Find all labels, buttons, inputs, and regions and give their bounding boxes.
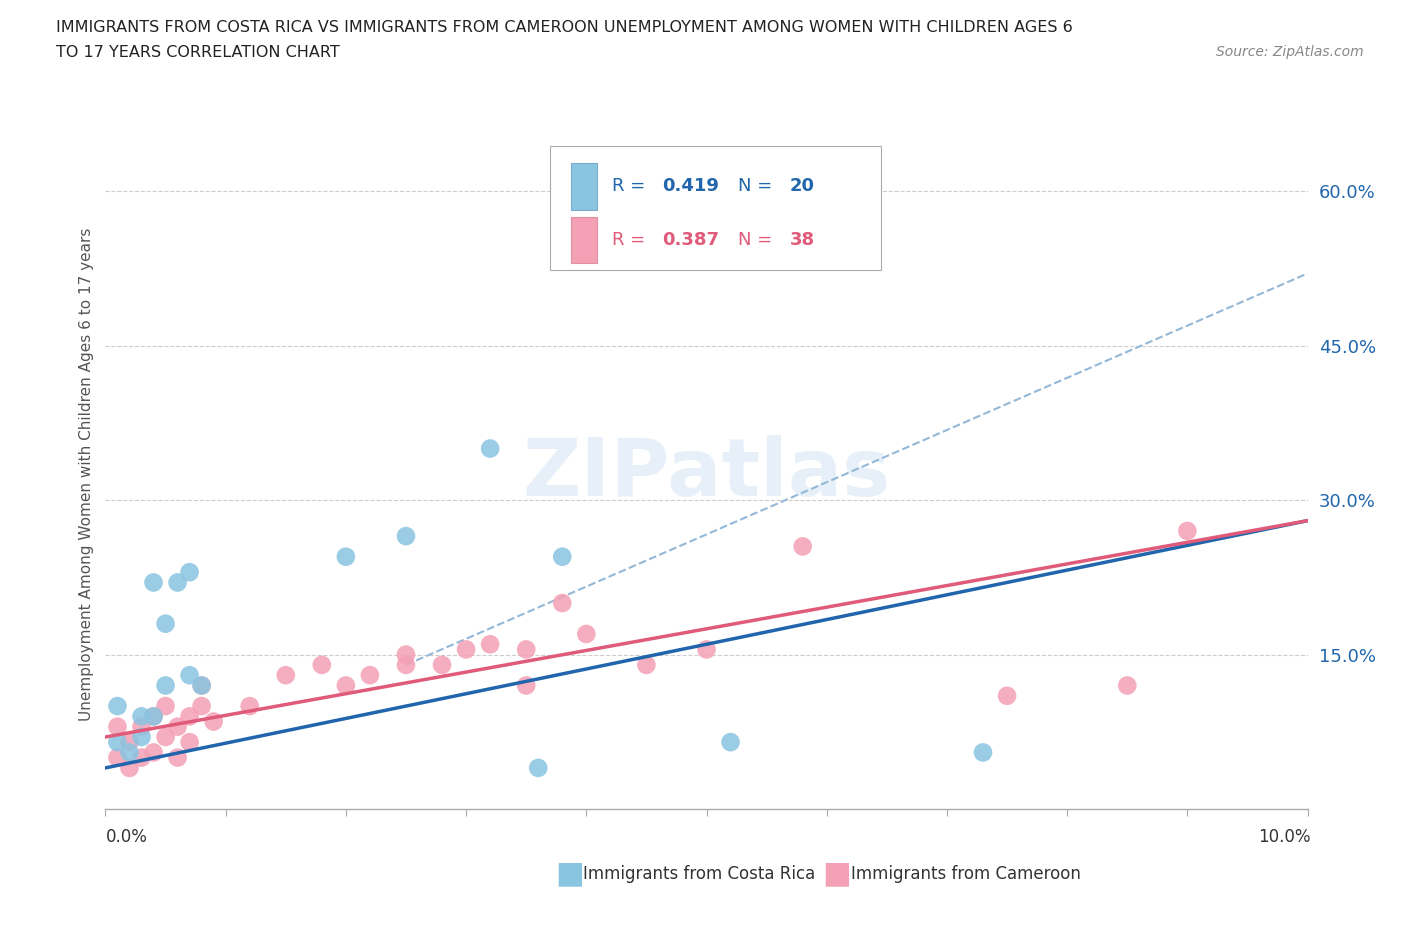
Bar — [571, 163, 598, 210]
Text: TO 17 YEARS CORRELATION CHART: TO 17 YEARS CORRELATION CHART — [56, 45, 340, 60]
Text: N =: N = — [738, 231, 778, 249]
Text: IMMIGRANTS FROM COSTA RICA VS IMMIGRANTS FROM CAMEROON UNEMPLOYMENT AMONG WOMEN : IMMIGRANTS FROM COSTA RICA VS IMMIGRANTS… — [56, 20, 1073, 35]
Point — [179, 565, 201, 579]
Y-axis label: Unemployment Among Women with Children Ages 6 to 17 years: Unemployment Among Women with Children A… — [79, 228, 94, 721]
Point — [107, 735, 129, 750]
Point — [479, 637, 502, 652]
FancyBboxPatch shape — [550, 146, 880, 270]
Point — [166, 575, 188, 590]
Point — [335, 550, 357, 565]
Point — [636, 658, 658, 672]
Point — [720, 735, 742, 750]
Point — [274, 668, 297, 683]
Point — [395, 658, 418, 672]
Text: Immigrants from Costa Rica: Immigrants from Costa Rica — [583, 865, 815, 884]
Text: 0.419: 0.419 — [662, 178, 718, 195]
Point — [972, 745, 994, 760]
Text: 0.387: 0.387 — [662, 231, 718, 249]
Point — [335, 678, 357, 693]
Text: 38: 38 — [789, 231, 814, 249]
Text: R =: R = — [612, 178, 651, 195]
Point — [166, 719, 188, 734]
Point — [190, 678, 212, 693]
Point — [479, 441, 502, 456]
Point — [118, 761, 141, 776]
Point — [202, 714, 225, 729]
Point — [179, 735, 201, 750]
Bar — [571, 217, 598, 263]
Point — [551, 550, 574, 565]
Point — [142, 709, 165, 724]
Point — [515, 678, 537, 693]
Point — [190, 698, 212, 713]
Text: R =: R = — [612, 231, 651, 249]
Point — [696, 642, 718, 657]
Point — [118, 735, 141, 750]
Text: Source: ZipAtlas.com: Source: ZipAtlas.com — [1216, 45, 1364, 59]
Point — [454, 642, 477, 657]
Point — [179, 709, 201, 724]
Point — [166, 751, 188, 765]
Text: Immigrants from Cameroon: Immigrants from Cameroon — [851, 865, 1080, 884]
Point — [395, 647, 418, 662]
Point — [155, 698, 177, 713]
Point — [155, 729, 177, 744]
Point — [575, 627, 598, 642]
Point — [107, 698, 129, 713]
Point — [527, 761, 550, 776]
Text: ■: ■ — [555, 859, 585, 889]
Point — [179, 668, 201, 683]
Point — [731, 235, 754, 250]
Point — [118, 745, 141, 760]
Point — [359, 668, 381, 683]
Text: N =: N = — [738, 178, 778, 195]
Point — [1175, 524, 1198, 538]
Point — [142, 575, 165, 590]
Text: 20: 20 — [789, 178, 814, 195]
Text: ZIPatlas: ZIPatlas — [523, 435, 890, 513]
Point — [792, 539, 814, 554]
Point — [239, 698, 262, 713]
Point — [995, 688, 1018, 703]
Point — [107, 719, 129, 734]
Point — [395, 528, 418, 543]
Text: 0.0%: 0.0% — [105, 828, 148, 845]
Text: 10.0%: 10.0% — [1258, 828, 1310, 845]
Point — [107, 751, 129, 765]
Point — [155, 617, 177, 631]
Point — [142, 709, 165, 724]
Point — [430, 658, 453, 672]
Point — [515, 642, 537, 657]
Point — [131, 709, 153, 724]
Point — [551, 595, 574, 610]
Point — [311, 658, 333, 672]
Text: ■: ■ — [823, 859, 852, 889]
Point — [1116, 678, 1139, 693]
Point — [155, 678, 177, 693]
Point — [131, 751, 153, 765]
Point — [131, 719, 153, 734]
Point — [190, 678, 212, 693]
Point — [142, 745, 165, 760]
Point — [131, 729, 153, 744]
